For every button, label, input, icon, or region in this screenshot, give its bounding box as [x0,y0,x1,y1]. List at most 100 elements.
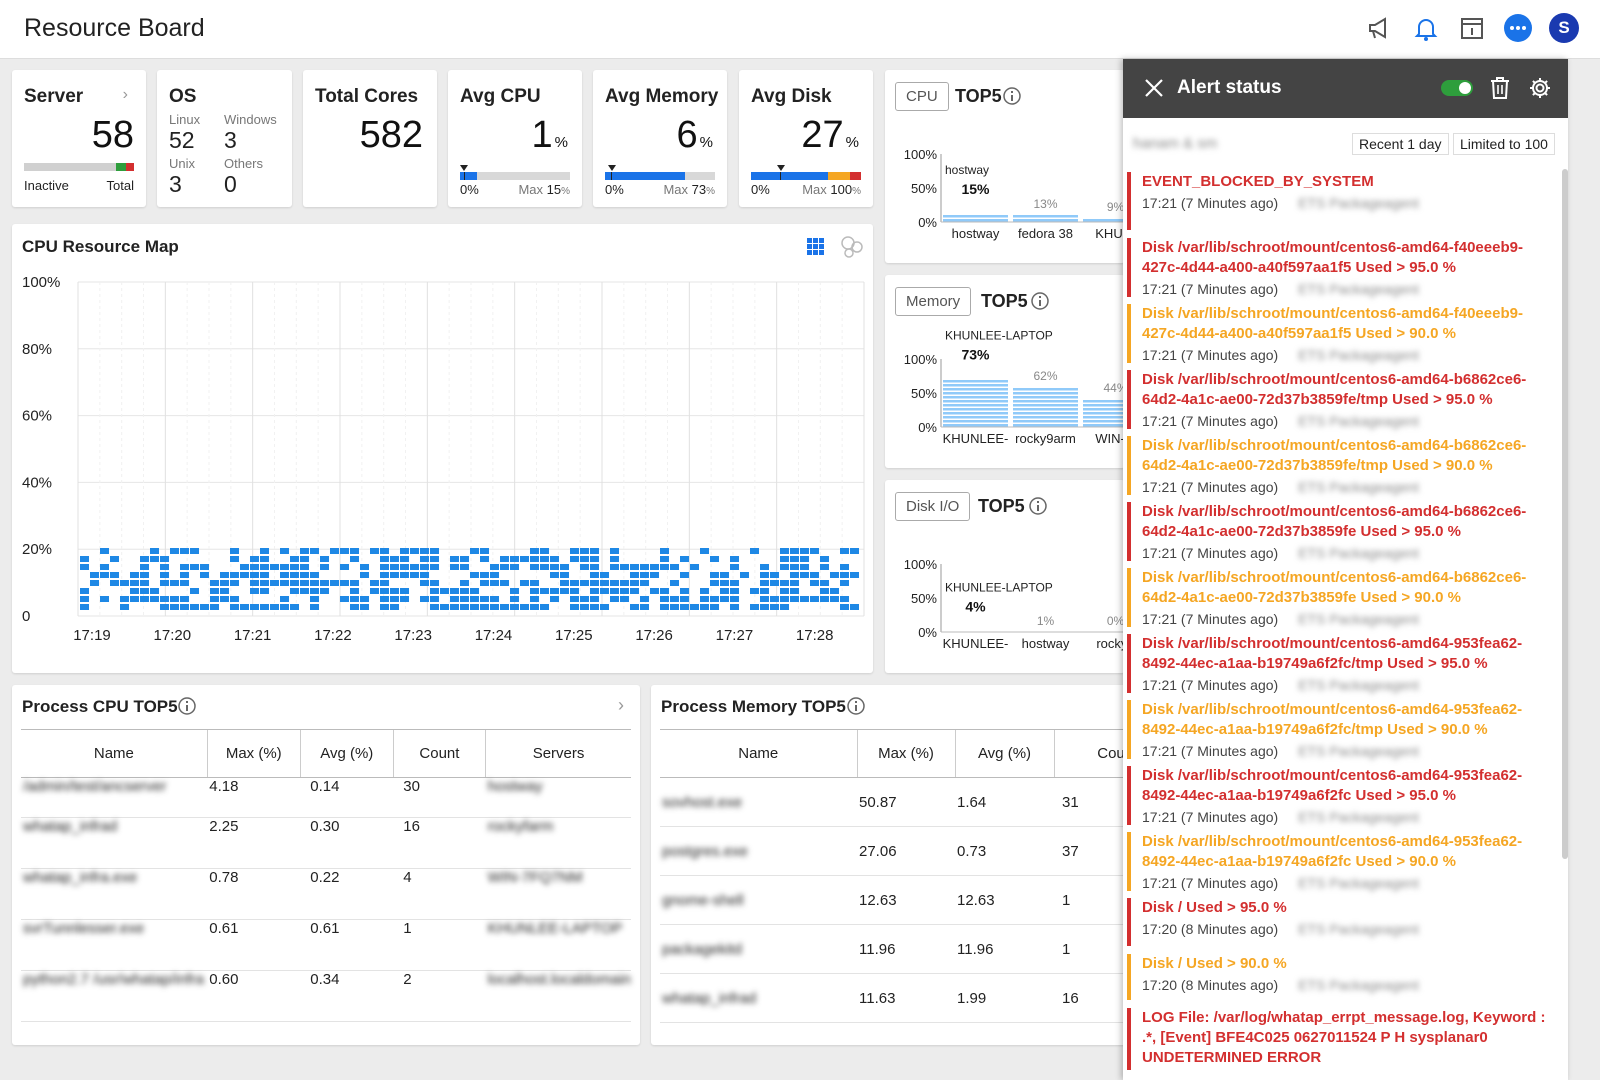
alert-item[interactable]: Disk / Used > 95.0 % 17:20 (8 Minutes ago… [1127,898,1557,946]
info-icon[interactable] [178,697,196,720]
bell-icon[interactable] [1410,12,1442,44]
alert-item[interactable]: Disk /var/lib/schroot/mount/centos6-amd6… [1127,700,1557,759]
alert-item[interactable]: Disk /var/lib/schroot/mount/centos6-amd6… [1127,502,1557,561]
y-tick-label: 0% [918,420,937,435]
disk-top5-tag[interactable]: Disk I/O [895,492,971,521]
alert-item[interactable]: Disk /var/lib/schroot/mount/centos6-amd6… [1127,304,1557,363]
cpu-cell [600,604,609,610]
cpu-cell [180,604,189,610]
y-tick-label: 50% [911,386,937,401]
cpu-cell [590,548,599,554]
cpu-cell [530,596,539,602]
grid-view-icon[interactable] [807,238,825,261]
cpu-cell [140,556,149,562]
cpu-cell [590,556,599,562]
chat-icon[interactable] [1502,12,1534,44]
alert-toggle[interactable] [1441,80,1473,96]
alert-item[interactable]: Disk /var/lib/schroot/mount/centos6-amd6… [1127,766,1557,825]
col-max[interactable]: Max (%) [206,729,301,778]
col-max[interactable]: Max (%) [856,729,955,778]
table-row[interactable]: whatap_infra.exe 0.78 0.22 4 WIN-7FQ7NM [21,868,631,920]
col-count[interactable]: Count [392,729,486,778]
col-name[interactable]: Name [660,729,857,778]
cpu-cell [630,564,639,570]
cpu-cell [160,596,169,602]
alert-item[interactable]: Disk /var/lib/schroot/mount/centos6-amd6… [1127,238,1557,297]
cpu-top5-title: TOP5 [955,86,1002,106]
chevron-right-icon[interactable]: › [618,695,624,715]
alert-item[interactable]: EVENT_BLOCKED_BY_SYSTEM 17:21 (7 Minutes … [1127,172,1557,230]
avatar[interactable]: S [1548,12,1580,44]
memory-top5-tag[interactable]: Memory [895,287,972,316]
bubble-view-icon[interactable] [840,235,864,264]
info-icon[interactable] [1029,497,1047,520]
cpu-cell [390,564,399,570]
table-row[interactable]: whatap_infrad 2.25 0.30 16 rockyfarm [21,817,631,869]
alert-source: ETS Packageagent [1298,875,1419,891]
cpu-cell [830,572,839,578]
cell: postgres.exe [660,826,857,876]
limit-filter[interactable]: Limited to 100 [1453,133,1555,155]
recent-filter[interactable]: Recent 1 day [1352,133,1449,155]
cell: python2.7 /usr/whatap/infra [21,970,208,1022]
table-row[interactable]: postgres.exe 27.06 0.73 37 [660,826,1180,876]
alert-item[interactable]: Disk /var/lib/schroot/mount/centos6-amd6… [1127,568,1557,627]
table-row[interactable]: whatap_infrad 11.63 1.99 16 [660,973,1180,1023]
trash-icon[interactable] [1489,76,1511,105]
cpu-cell [350,548,359,554]
cell: 0.34 [300,970,394,1022]
cpu-cell [200,564,209,570]
bar-stripe [943,219,1008,222]
alert-scrollbar[interactable] [1562,169,1568,859]
chevron-right-icon[interactable]: › [122,86,128,103]
col-name[interactable]: Name [21,729,208,778]
table-row[interactable]: packagekitd 11.96 11.96 1 [660,924,1180,974]
cpu-cell [470,572,479,578]
alert-item[interactable]: Disk /var/lib/schroot/mount/centos6-amd6… [1127,832,1557,891]
calendar-icon[interactable] [1456,12,1488,44]
cpu-cell [190,564,199,570]
cpu-cell [460,596,469,602]
bar-value-label: 44% [1103,381,1125,395]
alert-item[interactable]: Disk /var/lib/schroot/mount/centos6-amd6… [1127,370,1557,429]
close-icon[interactable] [1143,77,1165,104]
alert-timestamp: 17:21 (7 Minutes ago) [1142,413,1279,429]
cpu-cell [130,588,139,594]
cell: 12.63 [955,875,1054,925]
table-row[interactable]: svrTunnlesser.exe 0.61 0.61 1 KHUNLEE-LAPTOP [21,919,631,971]
col-avg[interactable]: Avg (%) [299,729,394,778]
table-row[interactable]: /admin/test/ancserver 4.18 0.14 30 hostway [21,777,631,818]
top5-bar[interactable] [1083,400,1125,427]
info-icon[interactable] [847,697,865,720]
x-tick-label: fedora 38 [1018,226,1073,241]
gear-icon[interactable] [1528,76,1552,105]
cell: /admin/test/ancserver [21,777,208,818]
bar-value-label: 62% [1033,369,1057,383]
cpu-cell [510,596,519,602]
alert-item[interactable]: Disk /var/lib/schroot/mount/centos6-amd6… [1127,436,1557,495]
alert-item[interactable]: LOG File: /var/log/whatap_errpt_message.… [1127,1008,1557,1070]
alert-item[interactable]: Disk /var/lib/schroot/mount/centos6-amd6… [1127,634,1557,693]
info-icon[interactable] [1031,292,1049,315]
table-row[interactable]: sovhost.exe 50.87 1.64 31 [660,777,1180,827]
table-row[interactable]: gnome-shell 12.63 12.63 1 [660,875,1180,925]
table-row[interactable]: python2.7 /usr/whatap/infra 0.60 0.34 2 loca… [21,970,631,1022]
cpu-cell [660,596,669,602]
bar-stripe [1013,392,1078,395]
cell: whatap_infrad [660,973,857,1023]
server-kpi-card[interactable]: Server › 58 Inactive Total [12,70,146,207]
top5-bar[interactable] [1013,215,1078,222]
col-avg[interactable]: Avg (%) [954,729,1054,778]
alert-item[interactable]: Disk / Used > 90.0 % 17:20 (8 Minutes ago… [1127,954,1557,1000]
top5-bar[interactable] [943,380,1008,427]
col-servers[interactable]: Servers [485,729,631,778]
info-icon[interactable] [1003,87,1021,110]
cell: 2.25 [207,817,301,869]
megaphone-icon[interactable] [1364,12,1396,44]
top5-bar[interactable] [1013,388,1078,427]
cpu-cell [100,564,109,570]
cpu-top5-tag[interactable]: CPU [895,82,949,111]
top5-bar[interactable] [1083,219,1125,222]
top5-bar[interactable] [943,215,1008,222]
alert-filter[interactable]: hanam & sm [1133,135,1218,152]
